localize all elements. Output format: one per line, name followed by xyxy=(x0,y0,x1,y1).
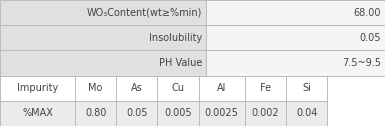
Bar xyxy=(0,76,75,101)
Text: 7.5~9.5: 7.5~9.5 xyxy=(342,58,381,68)
Text: 0.04: 0.04 xyxy=(296,108,317,118)
Text: Al: Al xyxy=(217,83,226,93)
Text: 0.002: 0.002 xyxy=(252,108,279,118)
Text: Mo: Mo xyxy=(89,83,103,93)
Text: 0.0025: 0.0025 xyxy=(205,108,239,118)
Bar xyxy=(245,76,286,101)
Bar xyxy=(206,25,385,50)
Bar xyxy=(0,101,75,126)
Bar xyxy=(199,101,245,126)
Text: As: As xyxy=(131,83,143,93)
Bar xyxy=(75,101,116,126)
Text: Fe: Fe xyxy=(260,83,271,93)
Text: Si: Si xyxy=(302,83,311,93)
Bar xyxy=(157,101,199,126)
Bar xyxy=(0,0,206,25)
Bar xyxy=(116,76,157,101)
Text: %MAX: %MAX xyxy=(22,108,53,118)
Text: Impurity: Impurity xyxy=(17,83,58,93)
Bar xyxy=(0,50,206,76)
Text: 0.05: 0.05 xyxy=(126,108,147,118)
Text: 0.80: 0.80 xyxy=(85,108,106,118)
Text: 68.00: 68.00 xyxy=(354,8,381,18)
Text: 0.005: 0.005 xyxy=(164,108,192,118)
Bar xyxy=(157,76,199,101)
Text: WO₃Content(wt≥%min): WO₃Content(wt≥%min) xyxy=(87,8,202,18)
Text: 0.05: 0.05 xyxy=(360,33,381,43)
Bar xyxy=(75,76,116,101)
Bar xyxy=(116,101,157,126)
Text: Insolubility: Insolubility xyxy=(149,33,202,43)
Bar xyxy=(206,0,385,25)
Text: PH Value: PH Value xyxy=(159,58,202,68)
Text: Cu: Cu xyxy=(172,83,184,93)
Bar xyxy=(286,101,327,126)
Bar xyxy=(206,50,385,76)
Bar xyxy=(0,25,206,50)
Bar xyxy=(245,101,286,126)
Bar xyxy=(286,76,327,101)
Bar xyxy=(199,76,245,101)
